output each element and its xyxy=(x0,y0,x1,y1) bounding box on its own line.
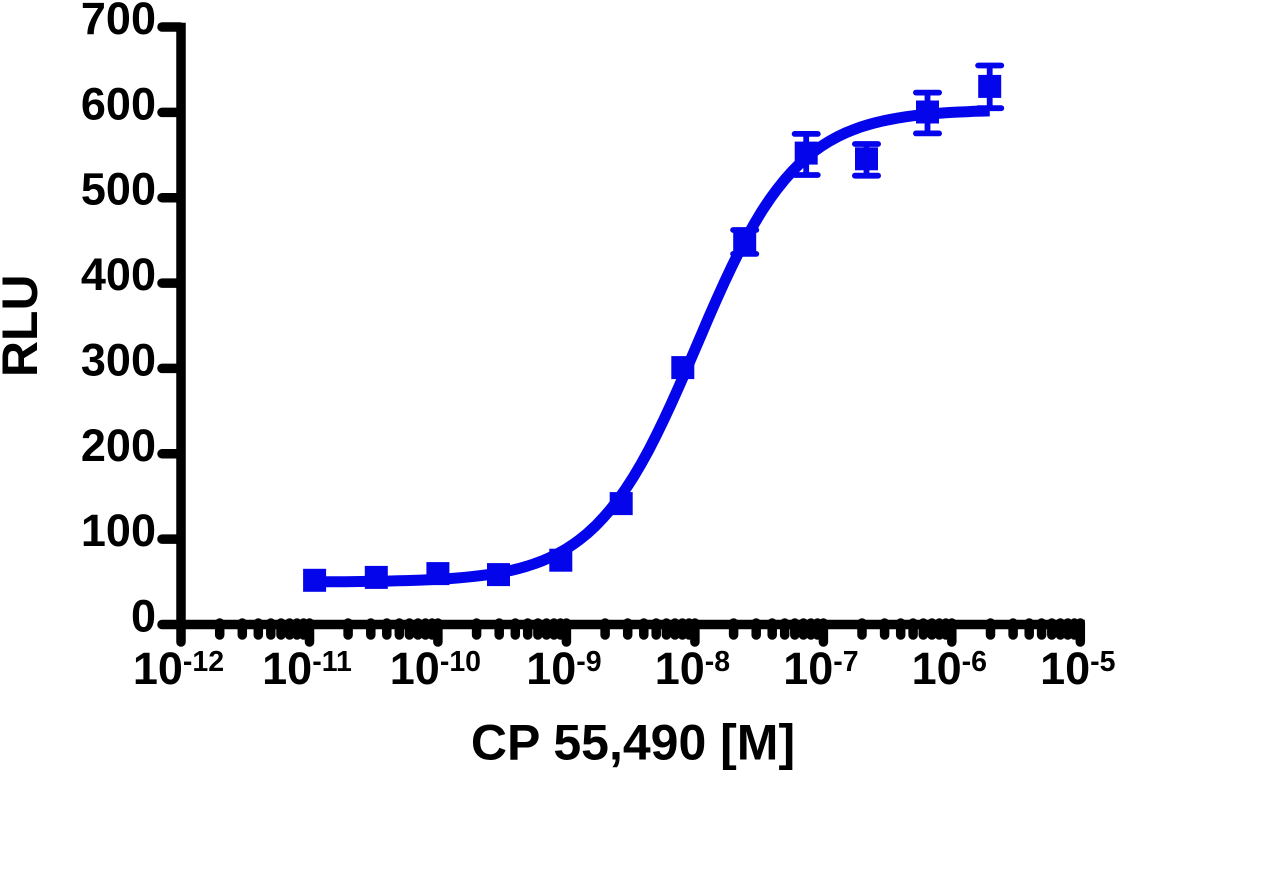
svg-text:400: 400 xyxy=(81,249,156,300)
svg-text:700: 700 xyxy=(81,0,156,44)
svg-text:600: 600 xyxy=(81,78,156,129)
svg-text:0: 0 xyxy=(131,591,156,642)
svg-text:200: 200 xyxy=(81,420,156,471)
svg-text:RLU: RLU xyxy=(0,274,48,377)
svg-text:300: 300 xyxy=(81,334,156,385)
svg-text:500: 500 xyxy=(81,164,156,215)
svg-text:100: 100 xyxy=(81,505,156,556)
svg-text:CP 55,490 [M]: CP 55,490 [M] xyxy=(471,715,795,771)
